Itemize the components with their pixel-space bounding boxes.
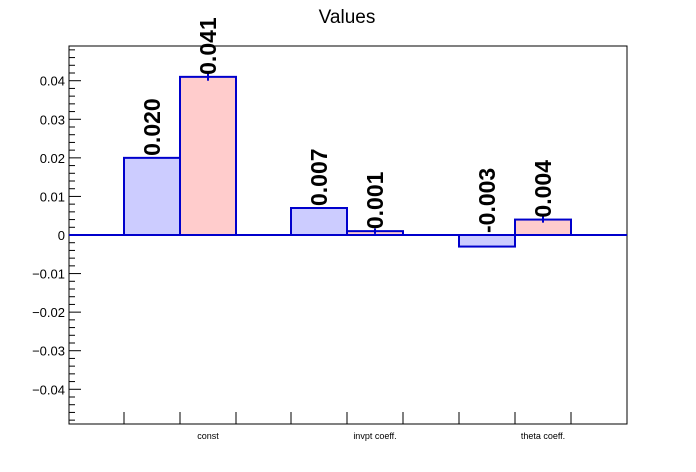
y-axis: −0.04 −0.03 −0.02 −0.01 0 0.01 0.02 0.03 0.04	[32, 49, 81, 421]
bar-value-label: 0.041	[195, 17, 221, 75]
bar	[123, 156, 181, 237]
y-tick-label: −0.02	[32, 305, 65, 320]
bar	[458, 234, 516, 248]
y-tick-label: 0	[58, 228, 65, 243]
y-tick-label: 0.01	[40, 189, 65, 204]
y-tick-label: 0.03	[40, 112, 65, 127]
x-axis: const invpt coeff. theta coeff.	[123, 412, 572, 441]
y-tick-label: −0.04	[32, 382, 65, 397]
bar-value-label: 0.004	[530, 160, 556, 218]
x-tick-label: const	[197, 431, 219, 441]
y-tick-label: −0.01	[32, 267, 65, 282]
y-tick-label: 0.04	[40, 74, 65, 89]
bars	[69, 73, 627, 248]
bar-value-label: -0.003	[474, 168, 500, 233]
x-tick-label: theta coeff.	[521, 431, 565, 441]
bar-value-label: 0.020	[139, 98, 165, 156]
bar-value-label: 0.007	[306, 148, 332, 206]
y-tick-label: −0.03	[32, 344, 65, 359]
x-tick-label: invpt coeff.	[353, 431, 396, 441]
bar-value-label: 0.001	[362, 171, 388, 229]
chart-title: Values	[319, 7, 376, 28]
bar	[290, 207, 348, 236]
bar	[179, 75, 237, 236]
data-labels: 0.020 0.007 -0.003 0.041 0.001 0.004	[139, 17, 556, 233]
y-tick-label: 0.02	[40, 151, 65, 166]
